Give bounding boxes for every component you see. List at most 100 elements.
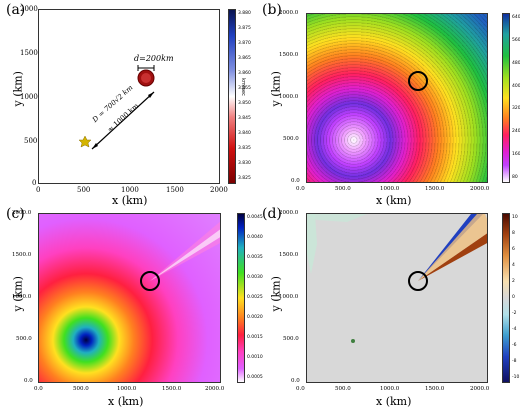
x-tick: 500	[77, 186, 91, 194]
x-tick: 0	[36, 186, 41, 194]
colorbar-tick: 3.880	[238, 11, 251, 16]
x-axis-label-c: x (km)	[108, 395, 144, 408]
colorbar-tick: -8	[512, 359, 517, 364]
y-tick: 1000.0	[279, 94, 299, 100]
y-tick: 2000.0	[12, 210, 32, 216]
y-axis-label-d: y (km)	[269, 276, 283, 312]
x-tick: 0.0	[296, 386, 305, 392]
d-annotation: d=200km	[134, 54, 174, 63]
colorbar-tick: 6	[512, 247, 515, 252]
colorbar-tick: 0.0045	[247, 215, 263, 220]
plot-c-overlay	[140, 221, 220, 291]
colorbar-tick: 320	[512, 106, 520, 112]
colorbar-tick: 0.0020	[247, 315, 263, 320]
colorbar-tick: 3.855	[238, 86, 251, 91]
x-tick: 2000.0	[205, 386, 225, 392]
colorbar-tick: 0.0035	[247, 255, 263, 260]
plot-area-c	[38, 213, 221, 383]
x-axis-label-b: x (km)	[376, 194, 412, 207]
y-tick: 0	[32, 179, 37, 187]
x-tick: 2000.0	[470, 186, 490, 192]
y-tick: 2000	[20, 5, 38, 13]
colorbar-tick: -2	[512, 311, 517, 316]
x-axis-label-d: x (km)	[376, 395, 412, 408]
x-tick: 1500.0	[425, 386, 445, 392]
colorbar-tick: 3.850	[238, 101, 251, 106]
colorbar-tick: 3.825	[238, 176, 251, 181]
colorbar-tick: 3.875	[238, 26, 251, 31]
y-tick: 1000	[20, 93, 38, 101]
colorbar-tick: 0.0030	[247, 275, 263, 280]
colorbar-tick: 10	[512, 215, 518, 220]
colorbar-tick: 3.860	[238, 71, 251, 76]
colorbar-tick: 160	[512, 152, 520, 158]
colorbar-tick: 400	[512, 83, 520, 89]
y-tick: 500.0	[283, 336, 299, 342]
x-tick: 1000.0	[380, 186, 400, 192]
colorbar-tick: -10	[512, 375, 520, 380]
colorbar-a	[228, 9, 236, 184]
x-tick: 500.0	[335, 386, 351, 392]
plot-d-overlay	[307, 214, 487, 343]
x-tick: 1500.0	[425, 186, 445, 192]
colorbar-unit-a: km/sec	[240, 78, 246, 96]
colorbar-tick: 8	[512, 231, 515, 236]
source-dot	[351, 339, 355, 343]
anomaly-marker-circle	[408, 71, 428, 91]
x-tick: 500.0	[73, 386, 89, 392]
y-axis-label-b: y (km)	[269, 71, 283, 107]
colorbar-tick: 0.0015	[247, 335, 263, 340]
colorbar-tick: 3.830	[238, 161, 251, 166]
colorbar-tick: 2	[512, 279, 515, 284]
y-axis-label-c: y (km)	[11, 276, 25, 312]
y-tick: 1500	[20, 49, 38, 57]
x-tick: 1500	[166, 186, 184, 194]
x-tick: 1000	[121, 186, 139, 194]
beam-pattern	[150, 221, 220, 281]
x-tick: 0.0	[296, 186, 305, 192]
x-tick: 1000.0	[380, 386, 400, 392]
y-tick: 500.0	[283, 136, 299, 142]
arrow-head-end	[148, 92, 154, 98]
y-tick: 1500.0	[279, 52, 299, 58]
panel-label-a: (a)	[6, 2, 26, 18]
colorbar-c	[237, 213, 245, 383]
colorbar-d	[502, 213, 510, 383]
plot-b-overlay	[408, 71, 428, 91]
y-tick: 0.0	[291, 178, 300, 184]
colorbar-tick: 0.0010	[247, 355, 263, 360]
colorbar-tick: 240	[512, 129, 520, 135]
arrow-head-start	[92, 143, 98, 149]
panel-label-d: (d)	[262, 206, 282, 222]
colorbar-tick: 0	[512, 295, 515, 300]
colorbar-tick: -4	[512, 327, 517, 332]
y-tick: 1000.0	[12, 294, 32, 300]
x-tick: 2000.0	[470, 386, 490, 392]
x-axis-label-a: x (km)	[112, 194, 148, 207]
edge-artifact	[307, 214, 367, 222]
colorbar-tick: 0.0025	[247, 295, 263, 300]
anomaly-core	[141, 73, 151, 83]
x-tick: 1000.0	[117, 386, 137, 392]
colorbar-tick: -6	[512, 343, 517, 348]
beam-positive	[418, 233, 487, 281]
colorbar-tick: 3.835	[238, 146, 251, 151]
x-tick: 1500.0	[162, 386, 182, 392]
y-tick: 1500.0	[12, 252, 32, 258]
colorbar-tick: 3.845	[238, 116, 251, 121]
colorbar-tick: 0.0005	[247, 375, 263, 380]
y-tick: 500	[24, 137, 38, 145]
y-tick: 2000.0	[279, 10, 299, 16]
panel-label-b: (b)	[262, 2, 282, 18]
colorbar-tick: 480	[512, 60, 520, 66]
source-star-icon	[78, 135, 92, 148]
colorbar-tick: 3.865	[238, 56, 251, 61]
x-tick: 2000	[210, 186, 228, 194]
panel-label-c: (c)	[6, 206, 25, 222]
edge-artifact	[307, 214, 317, 274]
x-tick: 0.0	[34, 386, 43, 392]
colorbar-tick: 0.0040	[247, 235, 263, 240]
distance-arrow	[91, 91, 155, 150]
y-tick: 2000.0	[279, 210, 299, 216]
y-tick: 0.0	[291, 378, 300, 384]
